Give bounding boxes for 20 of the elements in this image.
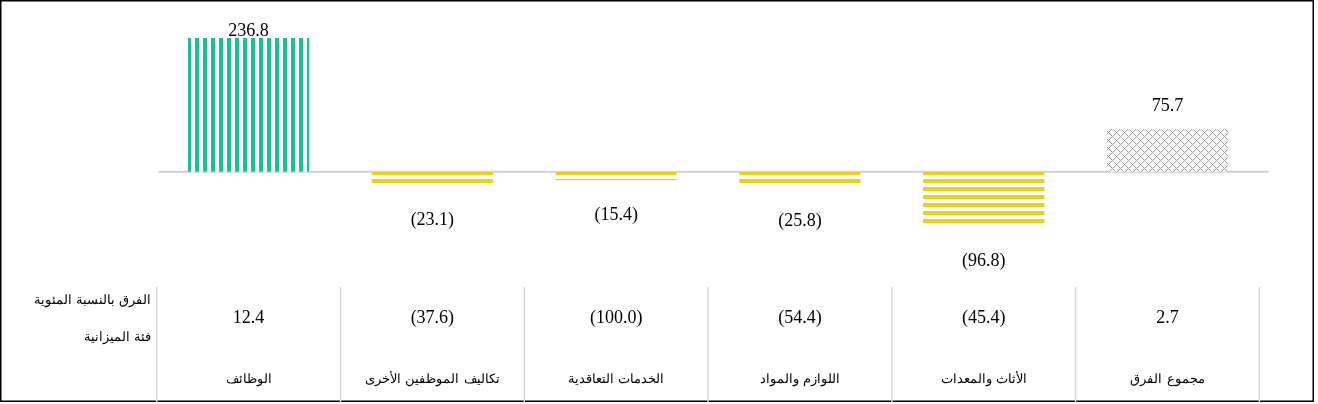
x-axis-title: فئة الميزانية [84, 329, 152, 346]
x-tick-label: الأثاث والمعدات [940, 370, 1027, 388]
x-tick-label: الوظائف [225, 371, 272, 388]
x-tick-label: اللوازم والمواد [759, 371, 840, 388]
text: (54.4) [778, 306, 822, 328]
data-label: 236.8 [228, 19, 269, 40]
data-label: (15.4) [594, 204, 638, 226]
x-tick-label: مجموع الفرق [1130, 371, 1205, 388]
x-tick-label: تكاليف الموظفين الأخرى [365, 370, 500, 388]
text: (100.0) [589, 306, 643, 328]
text: (37.6) [410, 306, 455, 328]
data-label: (25.8) [778, 210, 822, 232]
text: 12.4 [232, 307, 265, 328]
data-label: (96.8) [961, 250, 1006, 272]
text: 2.7 [1156, 307, 1179, 328]
text: (45.4) [961, 306, 1006, 328]
data-label: 75.7 [1151, 94, 1184, 115]
text: الفرق بالنسبة المئوية [33, 291, 152, 308]
data-label: (23.1) [410, 208, 455, 230]
x-tick-label: الخدمات التعاقدية [568, 371, 665, 387]
